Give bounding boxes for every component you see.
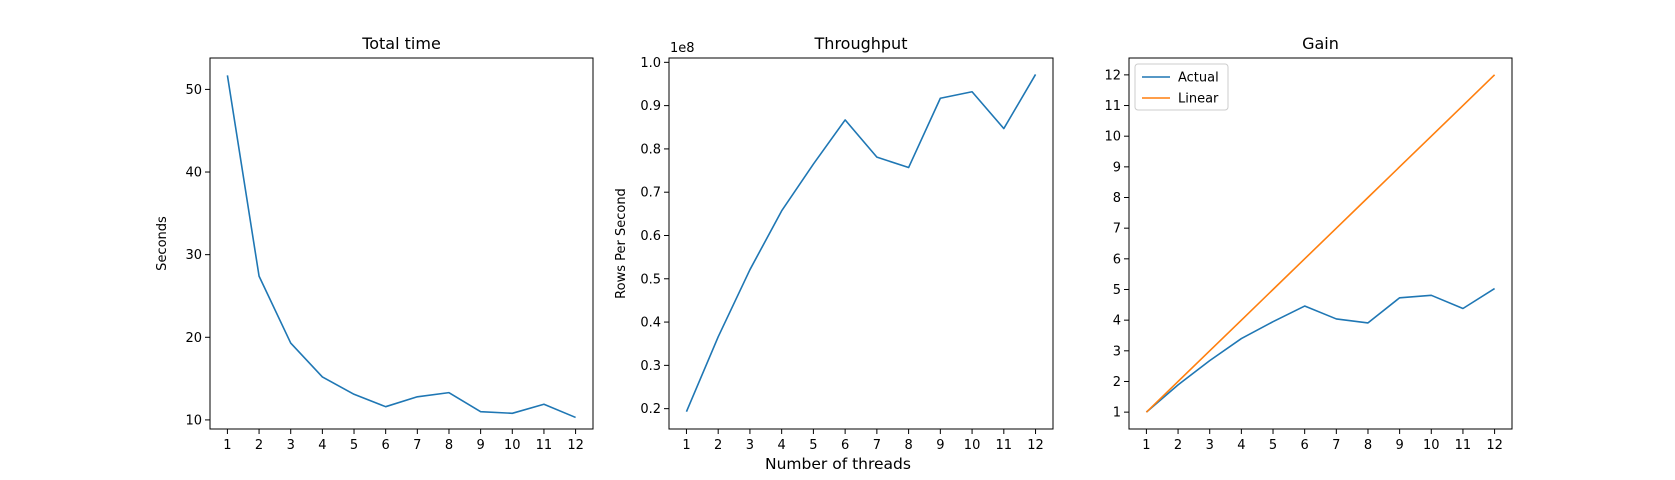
x-tick-label: 3 xyxy=(287,438,295,453)
y-tick-label: 11 xyxy=(1104,99,1121,114)
y-tick-label: 8 xyxy=(1113,191,1121,206)
x-tick-label: 8 xyxy=(904,438,912,453)
y-axis-label: Rows Per Second xyxy=(614,188,629,299)
x-tick-label: 6 xyxy=(841,438,849,453)
plot-frame xyxy=(209,57,594,430)
x-tick-label: 9 xyxy=(476,438,484,453)
x-tick-label: 2 xyxy=(714,438,722,453)
chart-title: Total time xyxy=(361,34,441,53)
y-tick-label: 0.7 xyxy=(640,186,661,201)
x-tick-label: 11 xyxy=(1455,438,1472,453)
y-tick-label: 4 xyxy=(1113,314,1121,329)
x-tick-label: 4 xyxy=(1237,438,1245,453)
y-tick-label: 0.4 xyxy=(640,316,661,331)
x-tick-label: 10 xyxy=(1423,438,1440,453)
x-tick-label: 11 xyxy=(996,438,1013,453)
x-tick-label: 7 xyxy=(1332,438,1340,453)
series-line-linear xyxy=(1145,74,1496,413)
x-tick-label: 3 xyxy=(746,438,754,453)
y-tick-label: 30 xyxy=(185,248,202,263)
y-tick-label: 6 xyxy=(1113,252,1121,267)
x-tick-label: 12 xyxy=(567,438,584,453)
y-tick-label: 10 xyxy=(1104,130,1121,145)
x-tick-label: 5 xyxy=(809,438,817,453)
x-tick-label: 8 xyxy=(445,438,453,453)
x-tick-label: 1 xyxy=(223,438,231,453)
x-tick-label: 7 xyxy=(873,438,881,453)
legend: Actual Linear xyxy=(1134,63,1229,111)
y-tick-label: 1.0 xyxy=(640,56,661,71)
y-tick-label: 0.5 xyxy=(640,272,661,287)
x-tick-label: 6 xyxy=(382,438,390,453)
y-axis-label: Seconds xyxy=(155,216,170,271)
x-tick-label: 4 xyxy=(318,438,326,453)
y-tick-label: 20 xyxy=(185,331,202,346)
x-tick-label: 1 xyxy=(682,438,690,453)
chart-title: Gain xyxy=(1302,34,1339,53)
x-tick-label: 7 xyxy=(413,438,421,453)
x-tick-label: 9 xyxy=(1395,438,1403,453)
figure-xlabel: Number of threads xyxy=(765,455,911,473)
series-line-1 xyxy=(685,74,1037,412)
y-tick-label: 7 xyxy=(1113,222,1121,237)
y-tick-label: 40 xyxy=(185,166,202,181)
x-tick-label: 5 xyxy=(350,438,358,453)
x-tick-label: 4 xyxy=(778,438,786,453)
y-tick-label: 9 xyxy=(1113,160,1121,175)
y-tick-label: 12 xyxy=(1104,68,1121,83)
plot-frame xyxy=(668,57,1054,430)
y-tick-label: 50 xyxy=(185,83,202,98)
legend-label: Actual xyxy=(1178,71,1219,86)
x-tick-label: 11 xyxy=(536,438,553,453)
x-tick-label: 10 xyxy=(504,438,521,453)
y-tick-label: 0.9 xyxy=(640,99,661,114)
y-tick-label: 1 xyxy=(1113,406,1121,421)
y-tick-label: 0.3 xyxy=(640,359,661,374)
x-tick-label: 9 xyxy=(936,438,944,453)
chart-title: Throughput xyxy=(814,34,908,53)
plot-frame xyxy=(1128,57,1513,430)
series-line-actual xyxy=(1145,287,1496,413)
y-tick-label: 2 xyxy=(1113,375,1121,390)
x-tick-label: 8 xyxy=(1364,438,1372,453)
y-offset-label: 1e8 xyxy=(670,41,695,56)
legend-label: Linear xyxy=(1178,92,1219,107)
y-tick-label: 0.8 xyxy=(640,142,661,157)
y-tick-label: 5 xyxy=(1113,283,1121,298)
x-tick-label: 1 xyxy=(1142,438,1150,453)
y-tick-label: 10 xyxy=(185,413,202,428)
x-tick-label: 12 xyxy=(1027,438,1044,453)
x-tick-label: 5 xyxy=(1269,438,1277,453)
x-tick-label: 10 xyxy=(964,438,981,453)
x-tick-label: 2 xyxy=(1174,438,1182,453)
x-tick-label: 6 xyxy=(1301,438,1309,453)
y-tick-label: 0.6 xyxy=(640,229,661,244)
x-tick-label: 2 xyxy=(255,438,263,453)
y-tick-label: 3 xyxy=(1113,344,1121,359)
x-tick-label: 3 xyxy=(1206,438,1214,453)
x-tick-label: 12 xyxy=(1486,438,1503,453)
series-line-1 xyxy=(226,75,576,419)
y-tick-label: 0.2 xyxy=(640,402,661,417)
